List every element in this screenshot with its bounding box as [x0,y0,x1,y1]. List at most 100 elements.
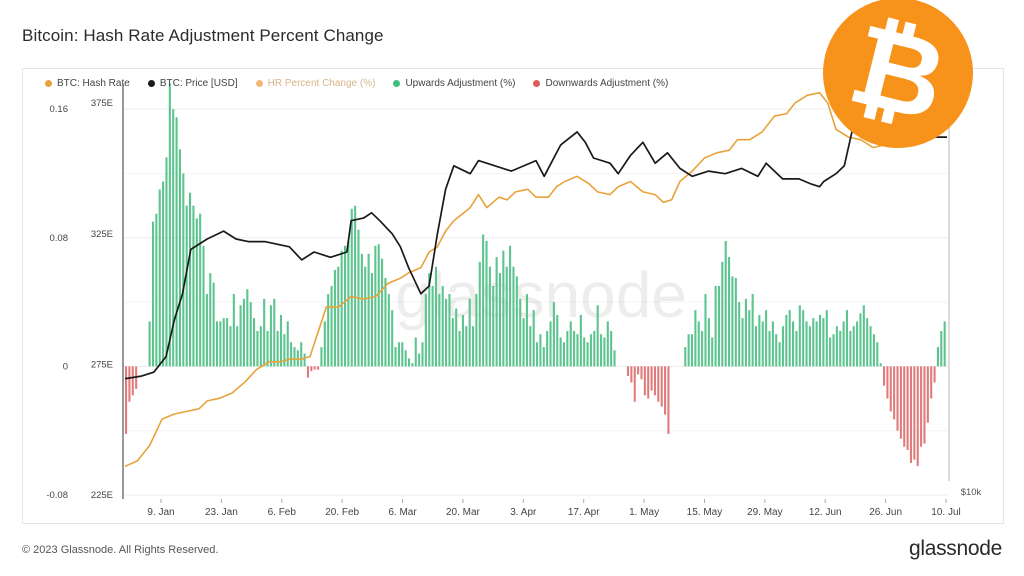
upward-adjustment-bar [754,326,758,367]
upward-adjustment-bar [468,298,471,367]
upward-adjustment-bar [596,305,599,367]
upward-adjustment-bar [795,331,798,367]
upward-adjustment-bar [792,321,795,367]
upward-adjustment-bar [232,294,235,367]
upward-adjustment-bar [943,321,946,367]
upward-adjustment-bar [876,342,879,367]
upward-adjustment-bar [438,294,441,367]
upward-adjustment-bar [845,310,849,367]
upward-adjustment-bar [488,266,491,367]
upward-adjustment-bar [684,347,687,367]
upward-adjustment-bar [276,331,279,367]
upward-adjustment-bar [829,337,832,367]
upward-adjustment-bar [768,331,771,367]
legend-item[interactable]: BTC: Price [USD] [147,78,238,89]
x-axis-tick-label: 10. Jul [931,507,960,518]
downward-adjustment-bar [903,366,906,447]
downward-adjustment-bar [306,366,310,378]
upward-adjustment-bar [185,205,188,367]
downward-adjustment-bar [630,366,633,383]
upward-adjustment-bar [694,310,697,367]
hash-rate-line [124,91,948,468]
x-axis-tick-label: 3. Apr [510,507,537,518]
x-axis-tick-label: 20. Mar [446,507,481,518]
upward-adjustment-bar [502,250,505,367]
upward-adjustment-bar [532,310,535,367]
upward-adjustment-bar [401,342,404,367]
legend-dot-icon [45,80,52,87]
chart-panel: glassnode -0.08 0 0.08 0.16 225E 275E 325E 375E… [22,68,1004,524]
upward-adjustment-bar [330,286,333,367]
upward-adjustment-bar [168,83,171,367]
x-axis-tick-label: 20. Feb [325,507,359,518]
downward-adjustment-bar [626,366,630,377]
upward-adjustment-bar [418,353,421,367]
upward-adjustment-bar [687,334,690,367]
upward-adjustment-bar [600,334,603,367]
upward-adjustment-bar [583,337,586,367]
upward-adjustment-bar [522,318,525,367]
upward-adjustment-bar [293,347,296,367]
legend-item[interactable]: Upwards Adjustment (%) [393,78,515,89]
upward-adjustment-bar [286,321,289,367]
upward-adjustment-bar [360,253,363,367]
upward-adjustment-bar [189,192,192,367]
downward-adjustment-bar [893,366,896,420]
x-axis-tick-label: 23. Jan [205,507,238,518]
upward-adjustment-bar [738,302,741,367]
upward-adjustment-bar [370,273,374,367]
downward-adjustment-bar [913,366,916,460]
upward-adjustment-bar [711,337,714,367]
upward-adjustment-bar [205,294,208,367]
upward-adjustment-bar [441,286,444,367]
upward-adjustment-bar [192,205,195,367]
upward-adjustment-bar [690,334,694,367]
upward-adjustment-bar [859,313,862,367]
x-axis-tick-label: 12. Jun [809,507,842,518]
x-axis-tick-label: 15. May [687,507,723,518]
downward-adjustment-bar [906,366,909,450]
downward-adjustment-bar [647,366,650,399]
upward-adjustment-bar [546,331,549,367]
downward-adjustment-bar [896,366,899,431]
upward-adjustment-bar [539,334,542,367]
upward-adjustment-bar [866,318,869,367]
downward-adjustment-bar [643,366,646,396]
downward-adjustment-bar [916,366,919,467]
upward-adjustment-bar [209,273,212,367]
price-line [124,128,947,380]
upward-adjustment-bar [842,321,845,367]
legend-item[interactable]: HR Percent Change (%) [255,78,375,89]
upward-adjustment-bar [259,326,262,367]
legend-dot-icon [533,80,541,87]
downward-adjustment-bar [930,366,933,399]
downward-adjustment-bar [909,366,913,463]
upward-adjustment-bar [300,342,303,367]
downward-adjustment-bar [664,366,667,415]
upward-adjustment-bar [242,298,245,367]
upward-adjustment-bar [215,321,219,367]
upward-adjustment-bar [839,331,842,367]
upward-adjustment-bar [165,157,168,367]
upward-adjustment-bar [785,314,788,367]
upward-adjustment-bar [610,331,613,367]
downward-adjustment-bar [313,366,316,370]
upward-adjustment-bar [525,294,528,367]
upward-adjustment-bar [397,342,400,367]
upward-adjustment-bar [778,342,781,367]
upward-adjustment-bar [199,213,202,367]
upward-adjustment-bar [573,331,576,367]
upward-adjustment-bar [226,318,229,367]
adjustment-bars [125,83,946,467]
downward-adjustment-bar [317,366,320,370]
upward-adjustment-bar [734,277,737,367]
legend-item[interactable]: BTC: Hash Rate [45,78,130,89]
price-axis-tick-label: 375E [91,98,113,109]
legend-dot-icon [393,80,401,87]
upward-adjustment-bar [593,331,596,367]
downward-adjustment-bar [633,366,636,402]
upward-adjustment-bar [872,334,875,367]
chart-legend: BTC: Hash Rate BTC: Price [USD] HR Percent… [45,78,668,89]
legend-item[interactable]: Downwards Adjustment (%) [533,78,668,89]
upward-adjustment-bar [178,149,181,367]
